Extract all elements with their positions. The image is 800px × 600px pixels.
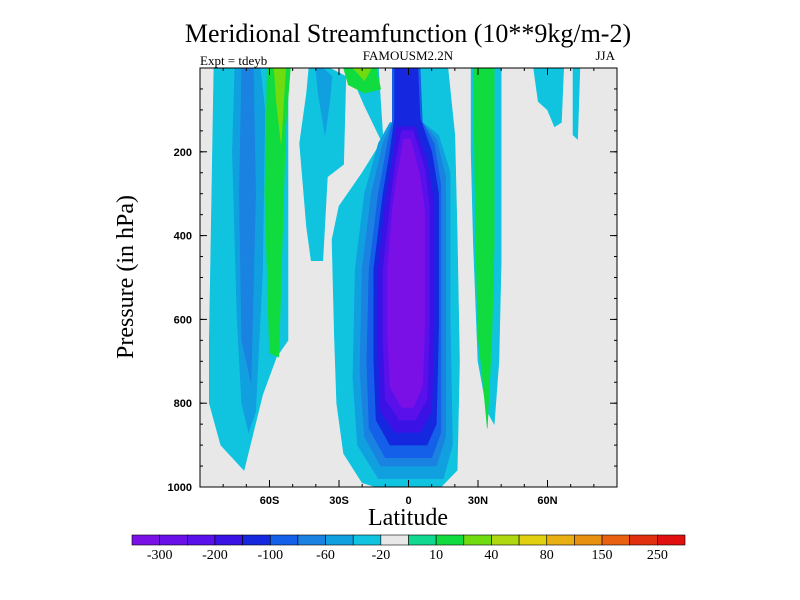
contour-region [473,67,495,429]
colorbar-label: 40 [484,548,498,563]
colorbar-labels: -300 -200 -100 -60 -20 10 40 80 150 250 [147,548,668,563]
y-tick-label: 800 [174,398,192,410]
x-tick-label: 30S [329,495,349,507]
x-tick-label: 60S [260,495,280,507]
colorbar-swatch [463,534,492,546]
colorbar-label: -100 [257,548,283,563]
subtitle-left: Expt = tdeyb [200,53,267,68]
x-tick-label: 0 [405,495,411,507]
x-axis-title: Latitude [368,505,448,531]
colorbar-label: -60 [316,548,335,563]
y-axis-ticks: 200 400 600 800 1000 [168,67,617,494]
colorbar-swatch [187,534,216,546]
colorbar-swatch [159,534,188,546]
colorbar [131,534,686,546]
colorbar-label: 150 [592,548,613,563]
y-tick-label: 200 [174,147,192,159]
y-tick-label: 1000 [168,482,192,494]
y-tick-label: 400 [174,231,192,243]
chart-title: Meridional Streamfunction (10**9kg/m-2) [185,19,631,48]
colorbar-swatch [574,534,603,546]
x-axis-ticks: 60S 30S 0 30N 60N [199,68,618,507]
colorbar-label: -200 [202,548,228,563]
contour-region [387,138,426,408]
subtitle-right: JJA [595,48,615,63]
colorbar-label: 10 [429,548,443,563]
colorbar-swatch [297,534,326,546]
y-axis-title: Pressure (in hPa) [113,195,139,359]
colorbar-swatch [546,534,575,546]
contour-region [299,67,347,262]
colorbar-swatch [657,534,686,546]
x-tick-label: 60N [537,495,557,507]
colorbar-label: 80 [540,548,554,563]
colorbar-swatch [269,534,299,546]
colorbar-label: -300 [147,548,173,563]
colorbar-swatch [214,534,243,546]
colorbar-label: -20 [372,548,391,563]
colorbar-swatch [601,534,630,546]
y-tick-label: 600 [174,314,192,326]
colorbar-label: 250 [647,548,668,563]
subtitle-center: FAMOUSM2.2N [363,48,454,63]
colorbar-swatch [629,534,658,546]
colorbar-swatch [352,534,382,546]
colorbar-swatch [491,534,520,546]
colorbar-swatch [131,534,160,546]
x-tick-label: 30N [468,495,488,507]
colorbar-swatch [518,534,548,546]
colorbar-swatch [435,534,465,546]
colorbar-swatch [242,534,271,546]
colorbar-swatch [380,534,409,546]
contour-regions [209,67,581,488]
colorbar-swatch [325,534,354,546]
colorbar-swatch [408,534,437,546]
